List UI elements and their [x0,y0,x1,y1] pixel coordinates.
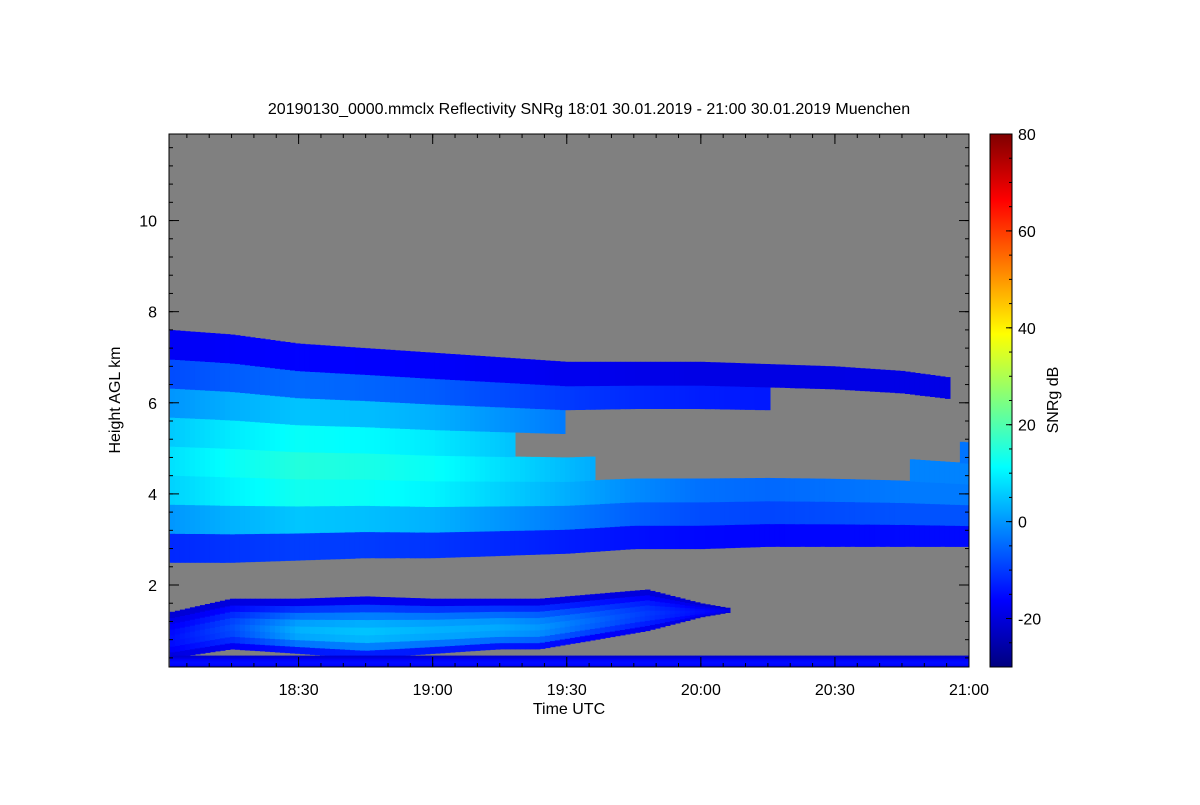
layer-lower-cloud-layer [169,589,731,659]
y-axis-label: Height AGL km [107,346,124,453]
x-tick-label: 19:00 [413,682,453,699]
x-tick-label: 21:00 [949,682,989,699]
x-axis: 18:30 19:00 19:30 20:00 20:30 21:00 [186,134,989,699]
colorbar-axis: -20 0 20 40 60 80 [1006,127,1041,644]
colorbar-tick-label: 60 [1018,224,1036,241]
y-tick-label: 2 [148,578,157,595]
x-tick-label: 18:30 [279,682,319,699]
colorbar [989,133,1013,668]
colorbar-tick-label: 40 [1018,321,1036,338]
y-tick-label: 4 [148,487,157,504]
layer-upper-cloud-layer [169,330,969,563]
x-tick-label: 19:30 [547,682,587,699]
y-tick-label: 10 [139,214,157,231]
layer-surface-clutter [169,655,969,667]
heatmap-data [169,330,969,667]
colorbar-label: SNRg dB [1045,367,1062,434]
colorbar-tick-label: 0 [1018,515,1027,532]
x-tick-label: 20:00 [681,682,721,699]
y-axis: 2 4 6 8 10 [139,147,969,659]
y-tick-label: 8 [148,305,157,322]
colorbar-tick-label: 80 [1018,127,1036,144]
x-tick-label: 20:30 [815,682,855,699]
x-axis-label: Time UTC [533,701,605,718]
chart-title: 20190130_0000.mmclx Reflectivity SNRg 18… [268,101,910,118]
colorbar-tick-label: -20 [1018,612,1041,629]
colorbar-tick-label: 20 [1018,418,1036,435]
plot-frame [168,133,970,668]
y-tick-label: 6 [148,396,157,413]
